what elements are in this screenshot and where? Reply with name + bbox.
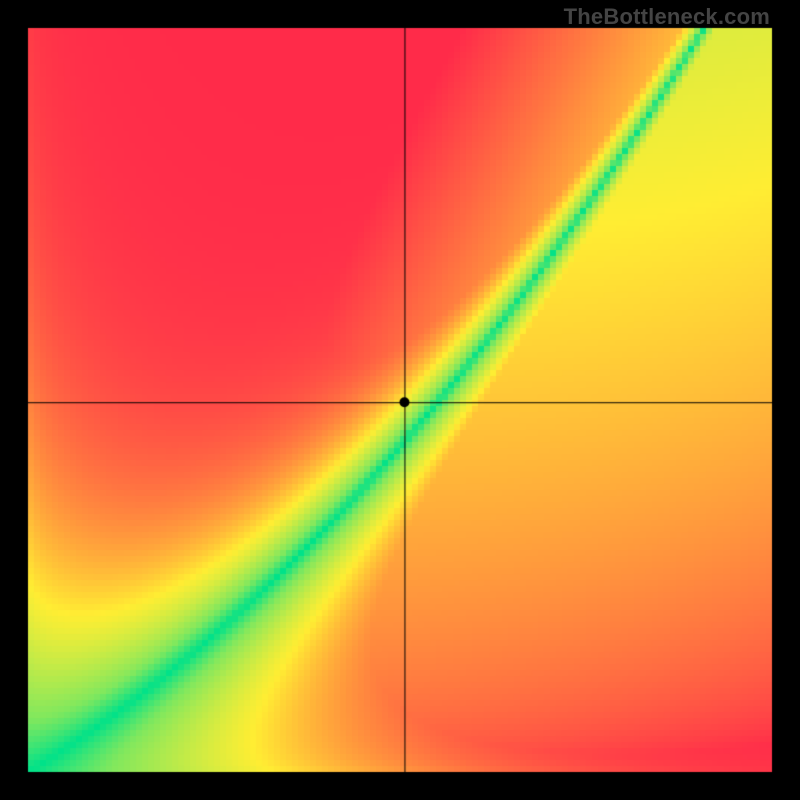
bottleneck-heatmap	[0, 0, 800, 800]
